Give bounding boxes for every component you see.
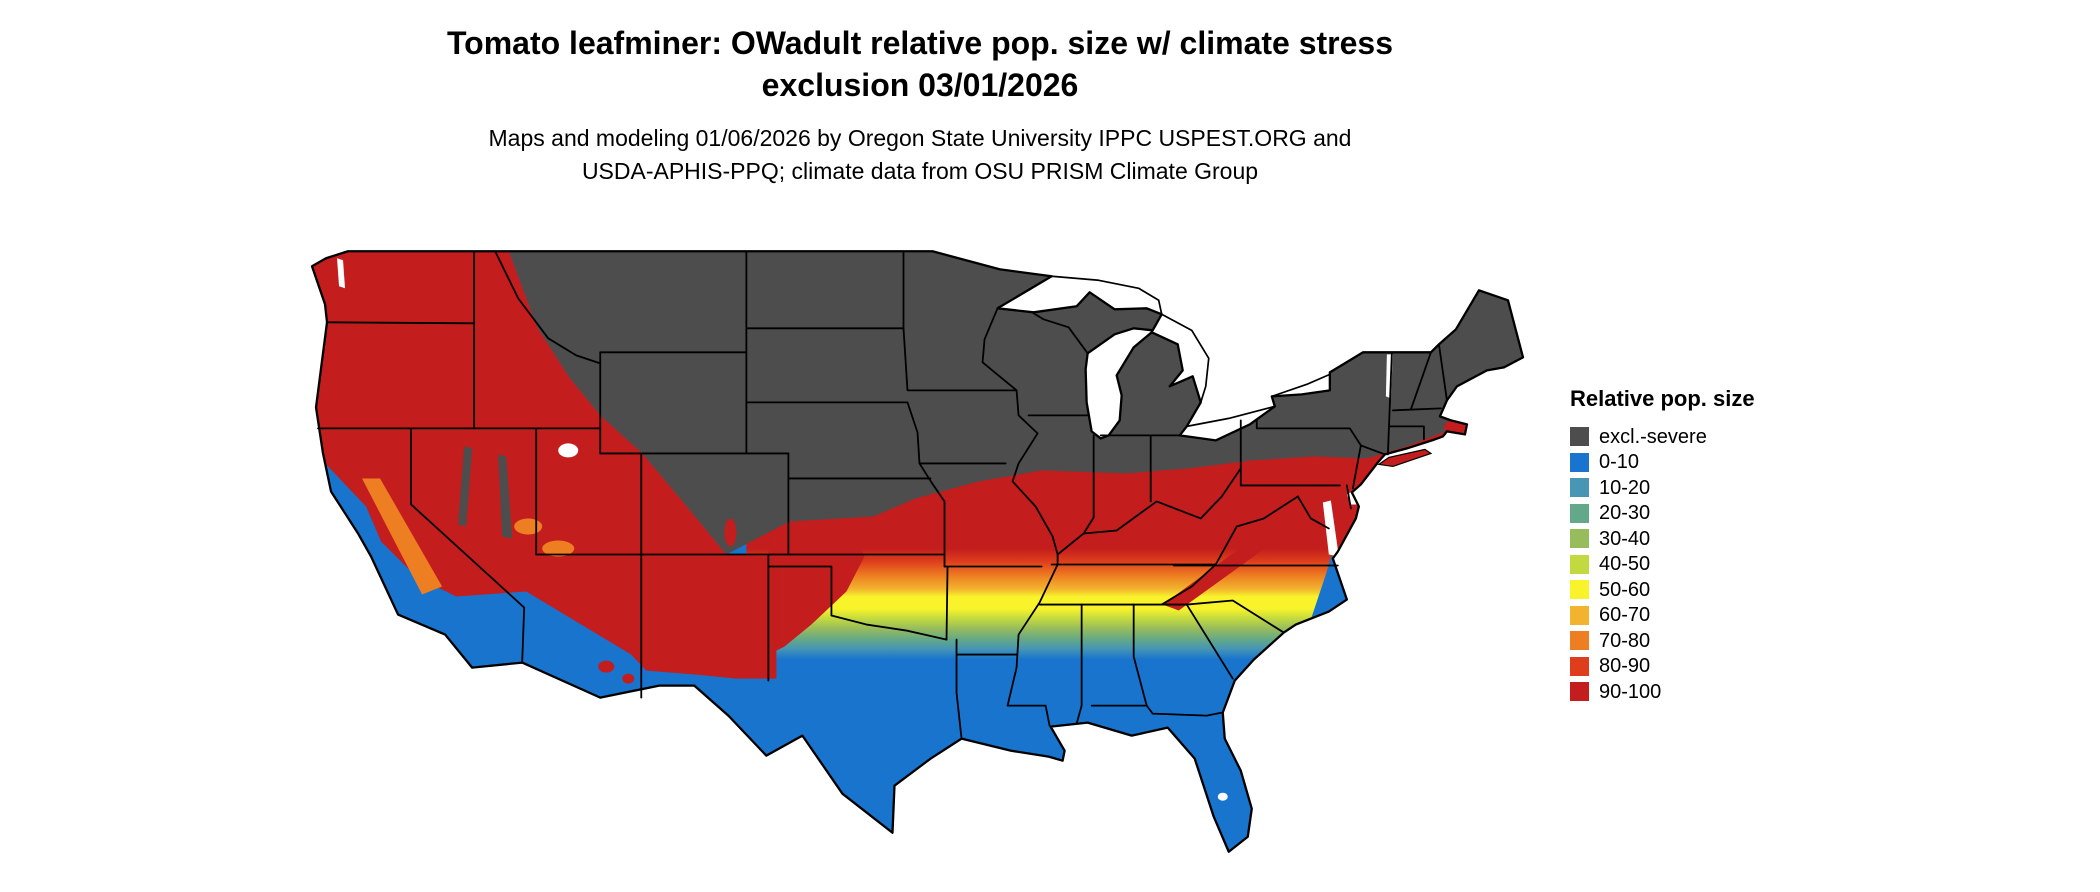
legend-label: 50-60 <box>1599 578 1651 601</box>
international-lake-borders <box>1050 275 1331 428</box>
legend-label: 40-50 <box>1599 553 1651 576</box>
region-wasatch-red <box>587 460 602 509</box>
legend-swatch <box>1570 605 1589 625</box>
region-sanjuan-red <box>660 528 697 549</box>
region-utah-orange <box>542 540 575 557</box>
long-island <box>1377 448 1433 468</box>
region-nevada-orange <box>514 518 543 535</box>
legend-item: 60-70 <box>1570 603 1870 629</box>
subtitle-line-1: Maps and modeling 01/06/2026 by Oregon S… <box>488 125 1352 151</box>
legend-swatch <box>1570 682 1589 702</box>
map-title: Tomato leafminer: OWadult relative pop. … <box>0 22 1840 106</box>
title-line-1: Tomato leafminer: OWadult relative pop. … <box>446 25 1394 61</box>
legend-rows: excl.-severe 0-10 10-20 20-30 30-40 40-50 50-6… <box>1570 424 1870 705</box>
legend-swatch <box>1570 656 1589 676</box>
legend-label: 10-20 <box>1599 476 1651 499</box>
legend-item: 20-30 <box>1570 501 1870 527</box>
region-arizona-red-2 <box>622 673 635 684</box>
legend-item: 80-90 <box>1570 654 1870 680</box>
legend-item: 10-20 <box>1570 475 1870 501</box>
legend-swatch <box>1570 631 1589 651</box>
region-appalachian-red <box>1162 540 1265 611</box>
subtitle-line-2: USDA-APHIS-PPQ; climate data from OSU PR… <box>581 158 1259 184</box>
legend-label: excl.-severe <box>1599 425 1707 448</box>
legend-item: 0-10 <box>1570 450 1870 476</box>
legend-label: 30-40 <box>1599 527 1651 550</box>
legend-swatch <box>1570 554 1589 574</box>
region-colorado-red <box>724 518 737 547</box>
legend-item: excl.-severe <box>1570 424 1870 450</box>
great-salt-lake <box>558 443 579 458</box>
title-line-2: exclusion 03/01/2026 <box>761 67 1079 103</box>
region-nevada-gray-2 <box>498 454 513 539</box>
region-nevada-gray-1 <box>458 446 473 527</box>
legend-swatch <box>1570 452 1589 472</box>
legend-title: Relative pop. size <box>1570 386 1755 411</box>
legend-item: 40-50 <box>1570 552 1870 578</box>
region-central-valley <box>362 478 443 595</box>
legend-item: 30-40 <box>1570 526 1870 552</box>
legend-label: 20-30 <box>1599 502 1651 525</box>
legend-swatch <box>1570 580 1589 600</box>
legend-swatch <box>1570 503 1589 523</box>
lake-okeechobee <box>1217 792 1228 801</box>
us-map <box>310 250 1525 853</box>
map-subtitle: Maps and modeling 01/06/2026 by Oregon S… <box>0 122 1840 188</box>
legend-item: 70-80 <box>1570 628 1870 654</box>
legend-label: 90-100 <box>1599 680 1662 703</box>
legend-item: 50-60 <box>1570 577 1870 603</box>
legend-label: 0-10 <box>1599 451 1640 474</box>
chesapeake-bay <box>1322 500 1339 557</box>
legend-item: 90-100 <box>1570 679 1870 705</box>
legend-swatch <box>1570 529 1589 549</box>
legend-swatch <box>1570 427 1589 447</box>
legend-label: 70-80 <box>1599 629 1651 652</box>
region-arizona-red-1 <box>598 660 615 673</box>
puget-sound <box>337 258 346 289</box>
state-borders <box>317 250 1448 740</box>
legend-label: 80-90 <box>1599 655 1651 678</box>
region-panhandle-high <box>768 526 865 655</box>
us-map-container <box>306 226 1525 882</box>
legend-swatch <box>1570 478 1589 498</box>
legend: Relative pop. size excl.-severe 0-10 10-20… <box>1570 386 1870 705</box>
legend-label: 60-70 <box>1599 604 1651 627</box>
